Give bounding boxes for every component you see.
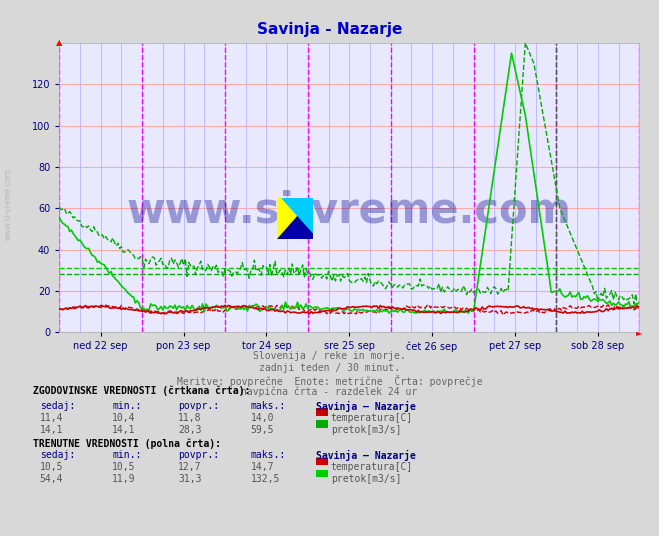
- Text: 14,7: 14,7: [250, 462, 274, 472]
- Text: 31,3: 31,3: [178, 474, 202, 484]
- Text: 54,4: 54,4: [40, 474, 63, 484]
- Text: Savinja – Nazarje: Savinja – Nazarje: [316, 450, 416, 461]
- Text: zadnji teden / 30 minut.: zadnji teden / 30 minut.: [259, 363, 400, 373]
- Text: min.:: min.:: [112, 401, 142, 411]
- Text: maks.:: maks.:: [250, 450, 285, 460]
- Text: 59,5: 59,5: [250, 425, 274, 435]
- Text: povpr.:: povpr.:: [178, 450, 219, 460]
- Text: 14,0: 14,0: [250, 413, 274, 423]
- Text: 10,5: 10,5: [40, 462, 63, 472]
- Text: maks.:: maks.:: [250, 401, 285, 411]
- Text: povpr.:: povpr.:: [178, 401, 219, 411]
- Text: 12,7: 12,7: [178, 462, 202, 472]
- Text: 10,4: 10,4: [112, 413, 136, 423]
- Text: temperatura[C]: temperatura[C]: [331, 413, 413, 423]
- Text: temperatura[C]: temperatura[C]: [331, 462, 413, 472]
- Text: 132,5: 132,5: [250, 474, 280, 484]
- Text: 11,9: 11,9: [112, 474, 136, 484]
- Polygon shape: [277, 198, 313, 239]
- Text: www.si-vreme.com: www.si-vreme.com: [3, 168, 13, 240]
- Text: www.si-vreme.com: www.si-vreme.com: [127, 190, 572, 232]
- Text: 10,5: 10,5: [112, 462, 136, 472]
- Text: pretok[m3/s]: pretok[m3/s]: [331, 425, 401, 435]
- Text: ►: ►: [636, 328, 643, 337]
- Text: ▲: ▲: [56, 39, 63, 47]
- Text: Meritve: povprečne  Enote: metrične  Črta: povprečje: Meritve: povprečne Enote: metrične Črta:…: [177, 375, 482, 386]
- Text: TRENUTNE VREDNOSTI (polna črta):: TRENUTNE VREDNOSTI (polna črta):: [33, 438, 221, 449]
- Text: Savinja – Nazarje: Savinja – Nazarje: [316, 401, 416, 412]
- Text: pretok[m3/s]: pretok[m3/s]: [331, 474, 401, 484]
- Text: 28,3: 28,3: [178, 425, 202, 435]
- Text: 14,1: 14,1: [112, 425, 136, 435]
- Text: sedaj:: sedaj:: [40, 401, 74, 411]
- Text: 11,4: 11,4: [40, 413, 63, 423]
- Text: sedaj:: sedaj:: [40, 450, 74, 460]
- Text: ZGODOVINSKE VREDNOSTI (črtkana črta):: ZGODOVINSKE VREDNOSTI (črtkana črta):: [33, 386, 250, 397]
- Text: navpična črta - razdelek 24 ur: navpična črta - razdelek 24 ur: [241, 386, 418, 397]
- Polygon shape: [282, 198, 313, 233]
- Text: 11,8: 11,8: [178, 413, 202, 423]
- Text: 14,1: 14,1: [40, 425, 63, 435]
- Text: min.:: min.:: [112, 450, 142, 460]
- Text: Slovenija / reke in morje.: Slovenija / reke in morje.: [253, 351, 406, 361]
- Text: Savinja - Nazarje: Savinja - Nazarje: [257, 22, 402, 37]
